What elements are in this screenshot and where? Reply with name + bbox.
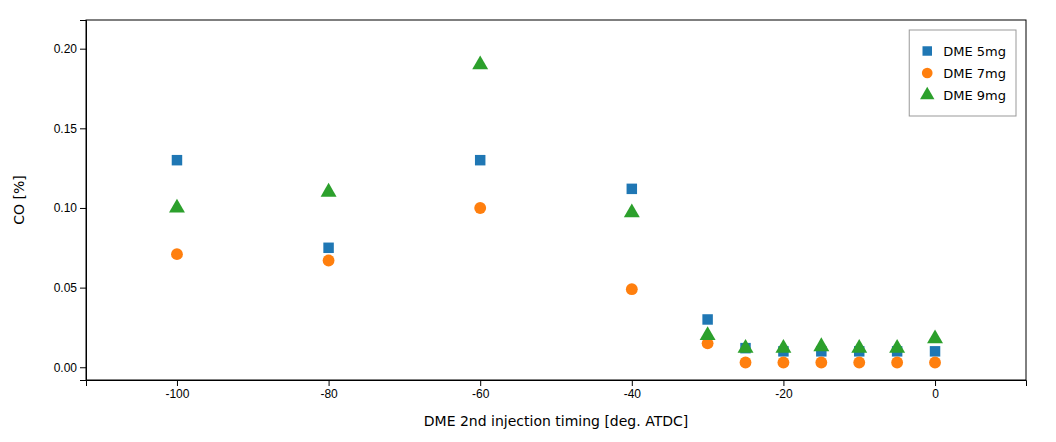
x-axis-title: DME 2nd injection timing [deg. ATDC] <box>424 413 688 429</box>
legend-label: DME 5mg <box>943 44 1006 59</box>
point <box>815 357 827 369</box>
legend-symbol <box>922 46 931 55</box>
point <box>169 199 185 213</box>
point <box>891 357 903 369</box>
x-tick-label: -40 <box>624 387 642 401</box>
y-tick: 0.05 <box>54 281 86 295</box>
legend: DME 5mg DME 7mg DME 9mg <box>909 30 1016 116</box>
x-tick-mark <box>783 380 784 386</box>
point <box>929 357 941 369</box>
chart: -100 -80 -60 -40 -20 0 0.00 0.05 0.10 0.15 0.20 DME… <box>0 0 1056 442</box>
x-tick: -80 <box>320 380 338 401</box>
x-tick-mark <box>632 380 633 386</box>
y-tick-label: 0.20 <box>54 42 78 56</box>
x-tick-label: -100 <box>165 387 189 401</box>
legend-item: DME 7mg <box>922 66 1006 81</box>
x-tick-mark <box>480 380 481 386</box>
y-tick: 0.10 <box>54 201 86 215</box>
legend-label: DME 7mg <box>943 66 1006 81</box>
point <box>323 255 335 267</box>
point <box>700 326 716 340</box>
y-tick: 0.15 <box>54 122 86 136</box>
y-tick-mark <box>80 128 86 129</box>
point <box>738 339 754 353</box>
x-axis-line <box>87 381 1027 387</box>
y-tick: 0.20 <box>54 42 86 56</box>
y-axis: 0.00 0.05 0.10 0.15 0.20 <box>54 21 87 381</box>
x-tick-label: -20 <box>775 387 793 401</box>
x-tick: -40 <box>624 380 642 401</box>
y-tick-label: 0.10 <box>54 201 78 215</box>
x-tick-mark <box>935 380 936 386</box>
point <box>851 339 867 353</box>
legend-label: DME 9mg <box>943 88 1006 103</box>
plot: -100 -80 -60 -40 -20 0 0.00 0.05 0.10 0.15 0.20 DME… <box>54 20 1027 401</box>
point <box>474 202 486 214</box>
y-tick-label: 0.15 <box>54 122 78 136</box>
point <box>813 337 829 351</box>
x-tick: -60 <box>472 380 490 401</box>
y-tick-label: 0.00 <box>54 361 78 375</box>
y-tick: 0.00 <box>54 361 86 375</box>
legend-item: DME 5mg <box>922 44 1006 59</box>
y-axis-line <box>80 21 87 381</box>
series <box>169 55 943 352</box>
legend-item: DME 9mg <box>920 87 1006 103</box>
point <box>740 357 752 369</box>
y-tick-label: 0.05 <box>54 281 78 295</box>
point <box>778 357 790 369</box>
x-tick: -20 <box>775 380 793 401</box>
point <box>172 155 182 165</box>
x-tick-mark <box>177 380 178 386</box>
x-tick-label: 0 <box>932 387 939 401</box>
x-tick-label: -60 <box>472 387 490 401</box>
point <box>475 155 485 165</box>
x-tick-mark <box>329 380 330 386</box>
legend-box <box>909 30 1016 116</box>
y-axis-title: CO [%] <box>11 175 27 224</box>
legend-symbol <box>922 68 933 79</box>
point <box>775 339 791 353</box>
points <box>169 55 943 368</box>
point <box>930 346 940 356</box>
y-tick-mark <box>80 49 86 50</box>
point <box>321 183 337 197</box>
point <box>853 357 865 369</box>
point <box>626 283 638 295</box>
series <box>172 155 941 357</box>
y-tick-mark <box>80 367 86 368</box>
point <box>702 314 712 324</box>
legend-symbol <box>920 87 934 99</box>
x-tick-label: -80 <box>320 387 338 401</box>
y-tick-mark <box>80 208 86 209</box>
point <box>323 243 333 253</box>
point <box>627 184 637 194</box>
x-tick: -100 <box>165 380 189 401</box>
series <box>171 202 941 368</box>
point <box>624 204 640 218</box>
x-tick: 0 <box>932 380 939 401</box>
point <box>889 339 905 353</box>
y-tick-mark <box>80 288 86 289</box>
x-axis: -100 -80 -60 -40 -20 0 <box>87 380 1027 401</box>
point <box>171 248 183 260</box>
plot-frame <box>86 20 1026 380</box>
point <box>927 329 943 343</box>
point <box>472 55 488 69</box>
